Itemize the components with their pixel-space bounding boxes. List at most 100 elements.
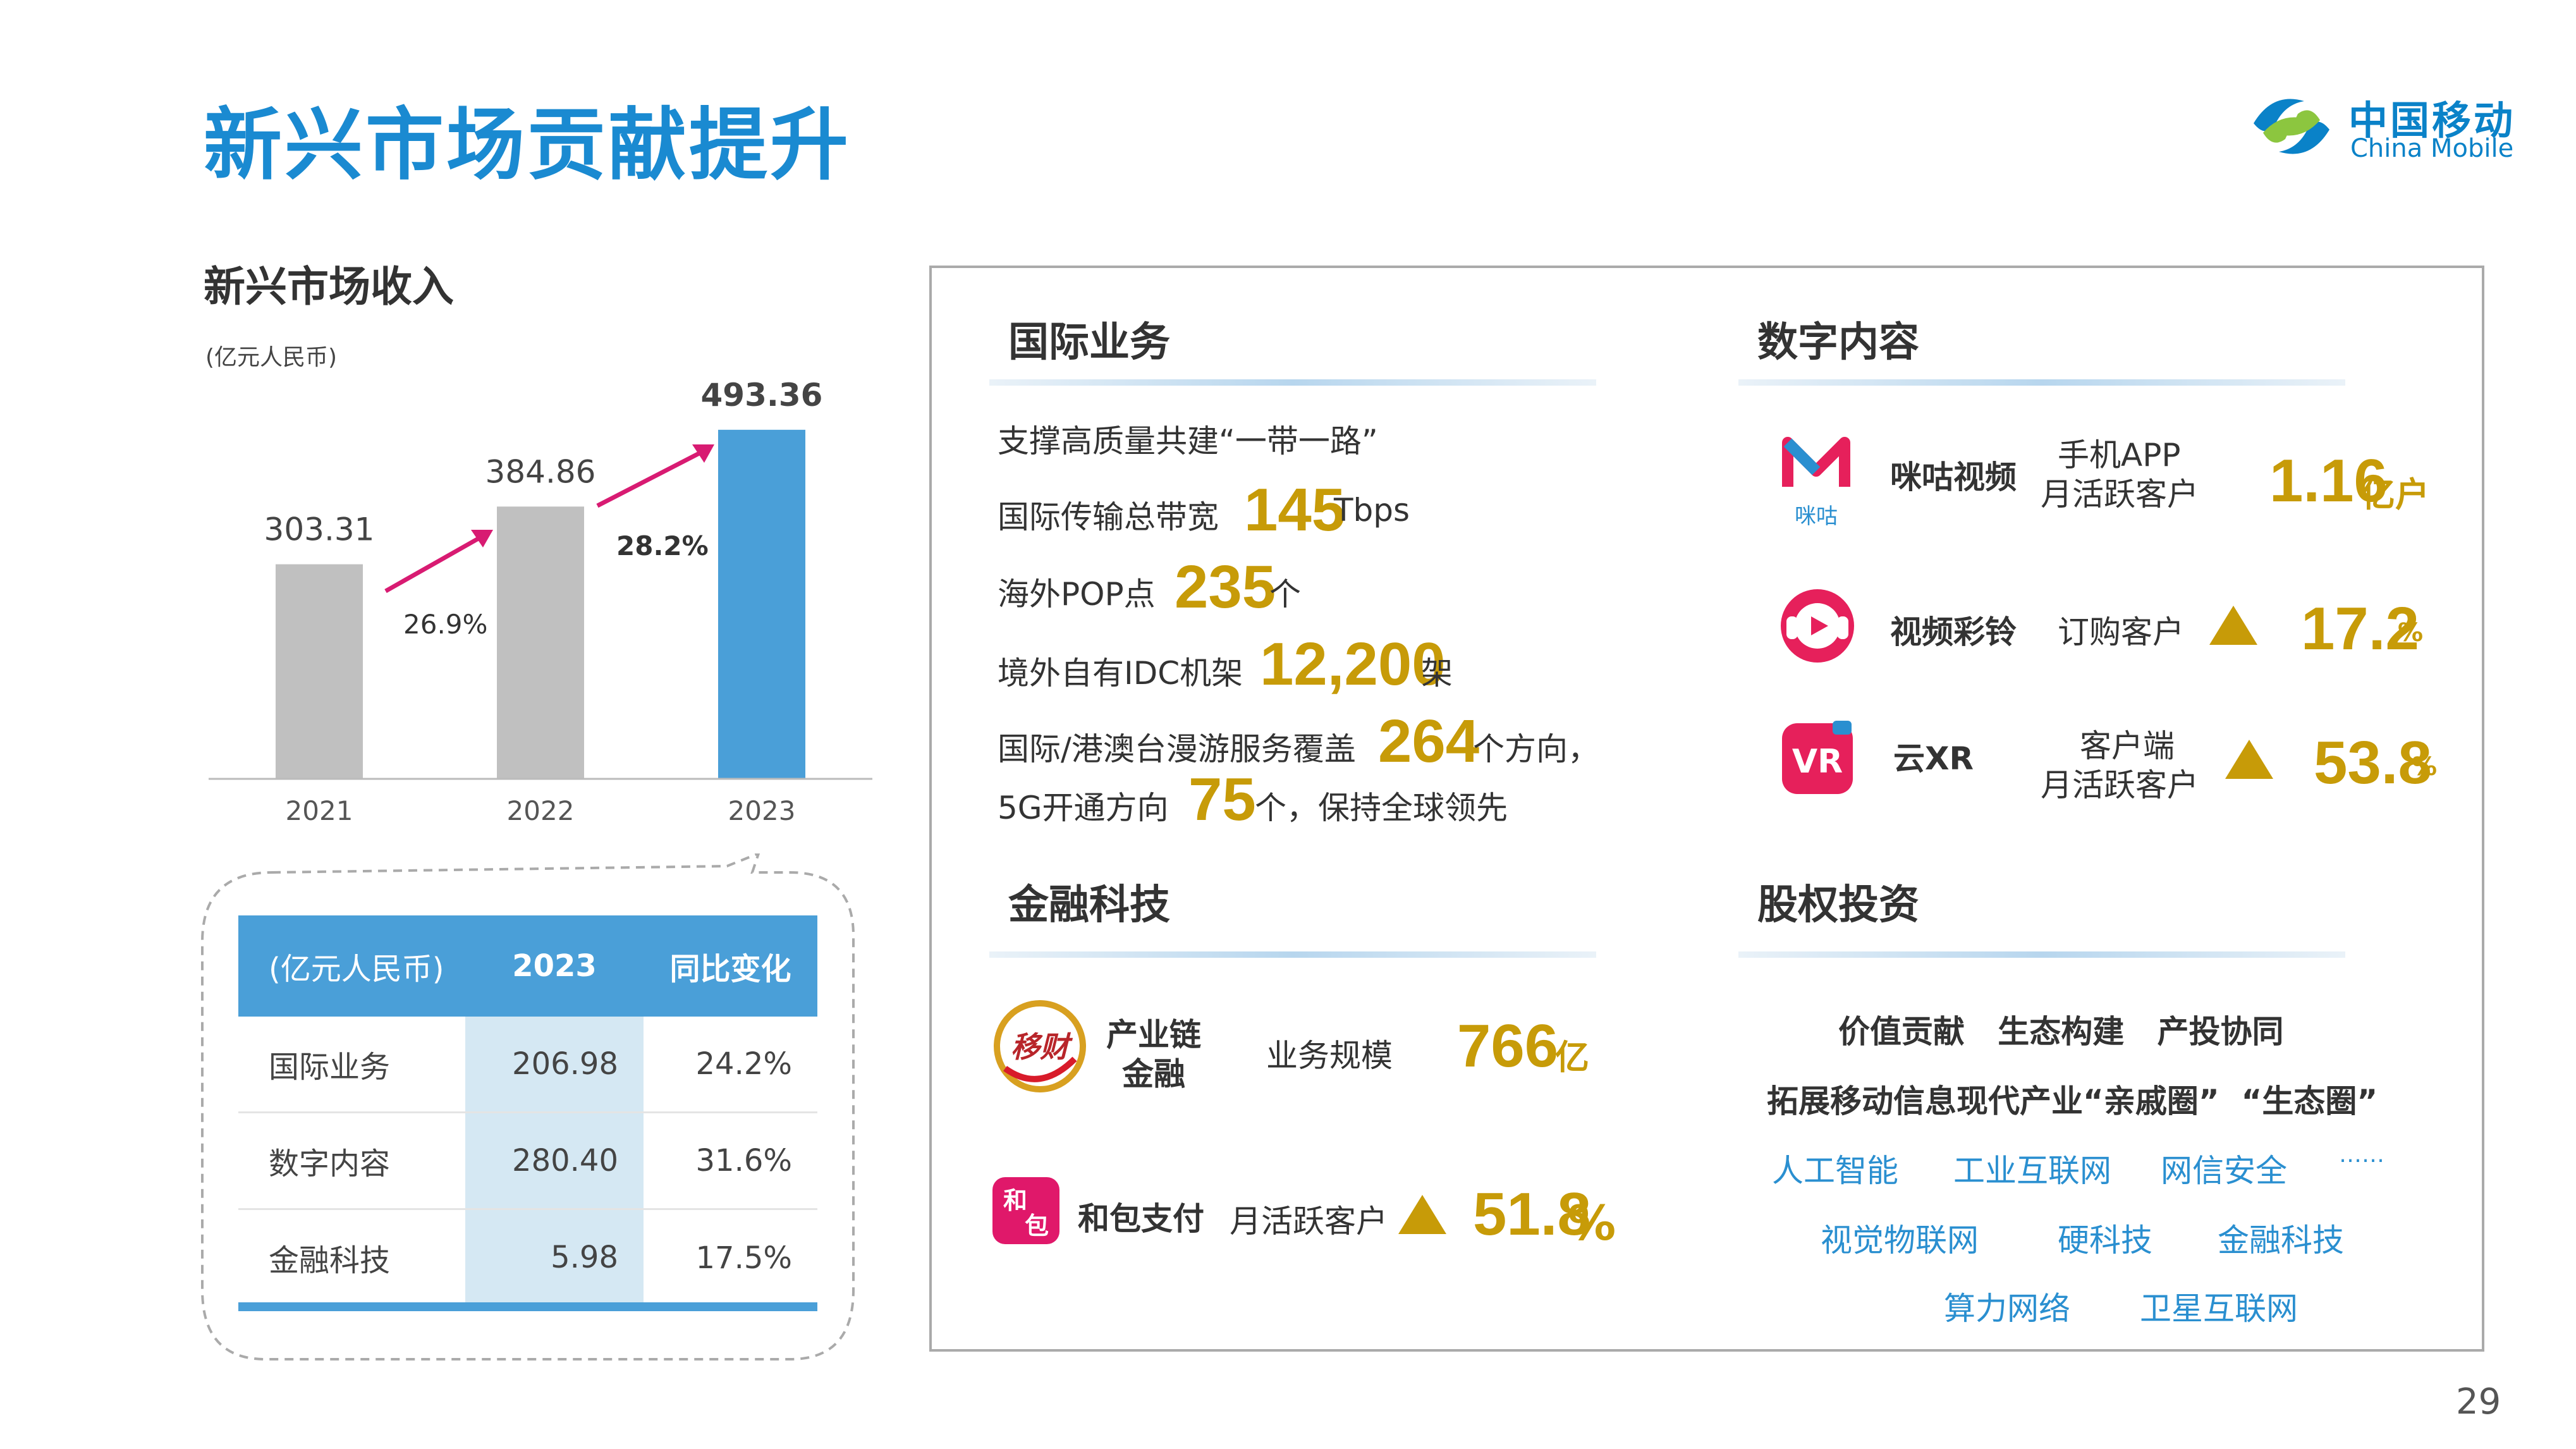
emerging-revenue-title: 新兴市场收入: [204, 262, 454, 311]
fintech-title: 金融科技: [1008, 882, 1170, 929]
migu-name: 咪咕视频: [1890, 459, 2017, 496]
supply-chain-value: 766: [1457, 1012, 1559, 1080]
hebao-value: 51.8: [1473, 1180, 1591, 1248]
logo-chinese-text: 中国移动: [2348, 97, 2516, 144]
ringtone-value: 17.2: [2301, 595, 2419, 663]
bar-value-label: 303.31: [264, 511, 375, 548]
intl-belt-road-text: 支撑高质量共建“一带一路”: [998, 423, 1378, 460]
bar-2021: [276, 564, 363, 779]
intl-pop-label: 海外POP点: [998, 576, 1156, 613]
intl-roaming-label: 国际/港澳台漫游服务覆盖: [998, 731, 1356, 767]
supply-chain-name-line1: 产业链: [1106, 1017, 1201, 1053]
equity-tag-more: ……: [2339, 1142, 2384, 1168]
table-header-unit: (亿元人民币): [238, 915, 465, 1017]
xr-desc-line1: 客户端: [2080, 728, 2175, 764]
supply-chain-desc: 业务规模: [1266, 1037, 1393, 1074]
intl-bandwidth-value: 145: [1244, 476, 1346, 544]
page-number: 29: [2456, 1381, 2501, 1422]
bar-2022: [497, 506, 584, 779]
supply-chain-finance-icon: 移财: [994, 1000, 1086, 1092]
equity-line2: 拓展移动信息现代产业“亲戚圈” “生态圈”: [1767, 1083, 2378, 1120]
equity-tag-fintech: 金融科技: [2218, 1222, 2344, 1259]
svg-text:包: 包: [1025, 1212, 1049, 1240]
table-header-year: 2023: [465, 915, 644, 1017]
equity-tag-satellite-internet: 卫星互联网: [2140, 1290, 2298, 1327]
ringtone-unit: %: [2398, 618, 2424, 647]
intl-bandwidth-label: 国际传输总带宽: [998, 499, 1219, 535]
equity-tag-cybersecurity: 网信安全: [2161, 1152, 2287, 1189]
equity-tag-hard-tech: 硬科技: [2058, 1222, 2152, 1259]
page-title: 新兴市场贡献提升: [204, 100, 852, 191]
equity-title: 股权投资: [1757, 882, 1919, 929]
xr-up-icon: [2225, 740, 2273, 779]
xr-value: 53.8: [2314, 729, 2432, 797]
video-ringtone-icon: [1781, 589, 1854, 663]
revenue-table: (亿元人民币) 2023 同比变化 国际业务 206.98 24.2% 数字内容…: [238, 915, 817, 1307]
intl-idc-label: 境外自有IDC机架: [998, 655, 1243, 692]
table-row: 国际业务 206.98 24.2%: [238, 1017, 817, 1113]
intl-idc-unit: 架: [1421, 655, 1453, 692]
xr-desc-line2: 月活跃客户: [2041, 767, 2199, 804]
revenue-unit: (亿元人民币): [205, 345, 338, 370]
hebao-name: 和包支付: [1078, 1201, 1204, 1237]
table-row: 金融科技 5.98 17.5%: [238, 1209, 817, 1307]
revenue-bar-chart: 303.31 2021 384.86 2022 493.36 2023 26.9% 28.…: [209, 377, 872, 826]
ringtone-name: 视频彩铃: [1890, 614, 2017, 651]
growth-label-1: 26.9%: [403, 609, 487, 640]
equity-tag-computing-network: 算力网络: [1944, 1290, 2070, 1327]
supply-chain-name-line2: 金融: [1122, 1056, 1185, 1092]
table-cell-value: 206.98: [465, 1017, 644, 1113]
bar-value-label: 384.86: [485, 453, 596, 490]
digital-underline: [1738, 379, 2345, 386]
x-tick-label: 2021: [286, 795, 353, 826]
table-cell-value: 280.40: [465, 1112, 644, 1210]
table-callout-bubble: [201, 853, 855, 1360]
svg-text:VR: VR: [1792, 743, 1843, 781]
china-mobile-logo-icon: [2254, 99, 2329, 154]
intl-idc-value: 12,200: [1260, 630, 1446, 698]
bar-2023: [718, 429, 805, 779]
equity-line1: 价值贡献 生态构建 产投协同: [1838, 1013, 2284, 1050]
digital-title: 数字内容: [1757, 319, 1919, 366]
equity-underline: [1738, 951, 2345, 958]
ringtone-up-icon: [2209, 606, 2257, 645]
intl-5g-value: 75: [1188, 766, 1256, 833]
table-cell-segment: 国际业务: [238, 1017, 465, 1113]
logo-english-text: China Mobile: [2350, 134, 2514, 163]
intl-underline: [989, 379, 1596, 386]
svg-text:咪咕: 咪咕: [1795, 504, 1838, 529]
migu-value: 1.16: [2269, 447, 2388, 515]
migu-desc-line1: 手机APP: [2058, 437, 2181, 474]
table-cell-yoy: 17.5%: [695, 1240, 792, 1276]
equity-tag-ai: 人工智能: [1772, 1152, 1898, 1189]
table-row: 数字内容 280.40 31.6%: [238, 1112, 817, 1210]
table-cell-segment: 金融科技: [238, 1209, 465, 1307]
x-tick-label: 2023: [728, 795, 796, 826]
intl-5g-unit: 个，保持全球领先: [1255, 790, 1508, 826]
table-cell-segment: 数字内容: [238, 1112, 465, 1210]
migu-video-icon: 咪咕: [1782, 437, 1850, 529]
table-header-yoy: 同比变化: [644, 915, 817, 1017]
intl-roaming-value: 264: [1378, 707, 1480, 775]
hebao-up-icon: [1398, 1195, 1446, 1234]
intl-5g-label: 5G开通方向: [998, 790, 1169, 826]
fintech-underline: [989, 951, 1596, 958]
intl-title: 国际业务: [1008, 319, 1170, 366]
svg-text:和: 和: [1003, 1187, 1027, 1214]
intl-pop-value: 235: [1175, 553, 1276, 621]
supply-chain-unit: 亿: [1555, 1037, 1589, 1077]
table-bottom-bar: [238, 1302, 817, 1311]
hebao-desc: 月活跃客户: [1230, 1203, 1388, 1240]
business-panel: [929, 266, 2484, 1352]
intl-pop-unit: 个: [1269, 576, 1301, 613]
bar-value-label: 493.36: [701, 377, 823, 413]
hebao-unit: %: [1568, 1195, 1616, 1251]
table-cell-value: 5.98: [465, 1209, 644, 1307]
x-tick-label: 2022: [507, 795, 575, 826]
growth-arrow-2: [596, 444, 714, 508]
cloud-xr-icon: VR: [1782, 721, 1853, 794]
intl-bandwidth-unit: Tbps: [1334, 492, 1410, 529]
table-cell-yoy: 24.2%: [644, 1017, 817, 1113]
growth-label-2: 28.2%: [616, 530, 709, 561]
xr-name: 云XR: [1893, 740, 1974, 777]
